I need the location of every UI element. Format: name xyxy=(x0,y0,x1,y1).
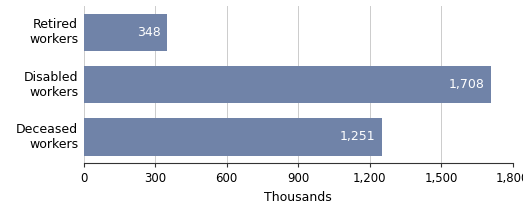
Bar xyxy=(84,118,382,156)
X-axis label: Thousands: Thousands xyxy=(264,191,332,204)
Bar xyxy=(84,66,491,103)
Text: 1,708: 1,708 xyxy=(449,78,485,91)
Bar xyxy=(84,14,167,51)
Text: 1,251: 1,251 xyxy=(340,130,376,143)
Text: 348: 348 xyxy=(137,26,161,39)
